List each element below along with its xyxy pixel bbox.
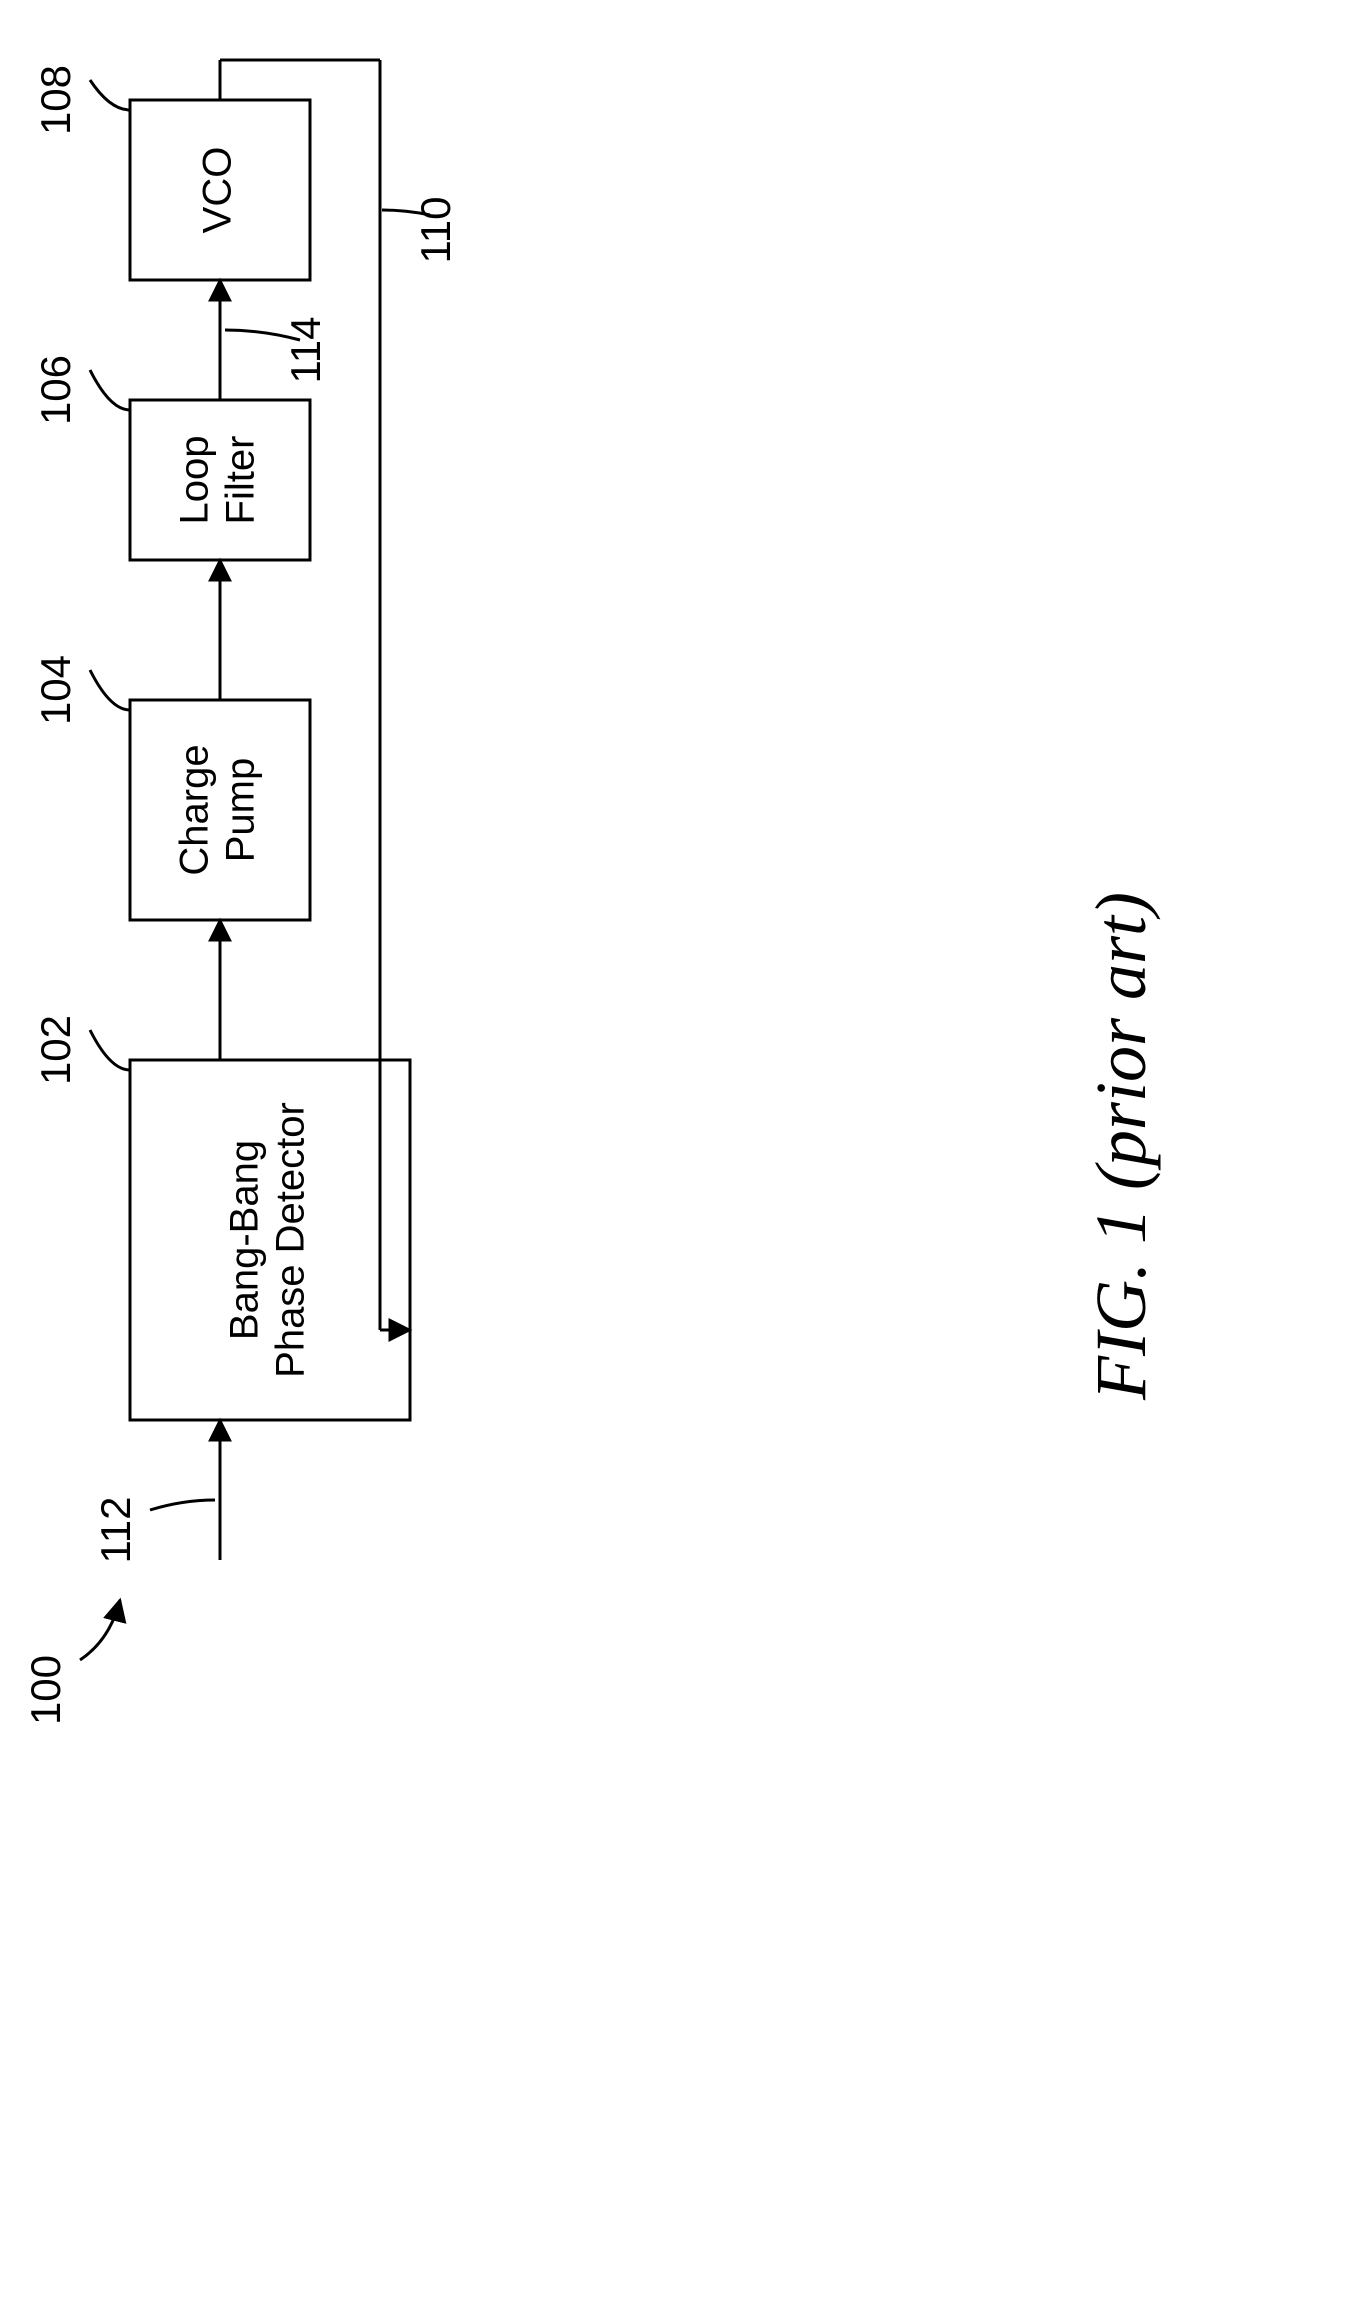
figure-id-label: 100: [22, 1655, 69, 1725]
label-112: 112: [92, 1497, 139, 1564]
leader-112: [150, 1500, 215, 1510]
figure-caption: FIG. 1 (prior art): [1080, 892, 1163, 1400]
loop-filter-block-label: Loop: [173, 436, 217, 525]
label-108: 108: [32, 65, 79, 135]
phase-detector-block-label: Phase Detector: [269, 1102, 313, 1378]
leader-104: [90, 670, 130, 710]
leader-102: [90, 1030, 130, 1070]
figure-id-leader: [80, 1600, 120, 1660]
charge-pump-block-label: Charge: [173, 744, 217, 875]
loop-filter-block-label: Filter: [219, 436, 263, 525]
label-104: 104: [32, 655, 79, 725]
leader-106: [90, 370, 130, 410]
phase-detector-block-label: Bang-Bang: [223, 1140, 267, 1340]
label-102: 102: [32, 1015, 79, 1085]
vco-block-label: VCO: [196, 147, 240, 234]
charge-pump-block-label: Pump: [219, 758, 263, 863]
leader-108: [90, 80, 130, 110]
label-106: 106: [32, 355, 79, 425]
label-110: 110: [412, 197, 459, 264]
label-114: 114: [282, 317, 329, 384]
